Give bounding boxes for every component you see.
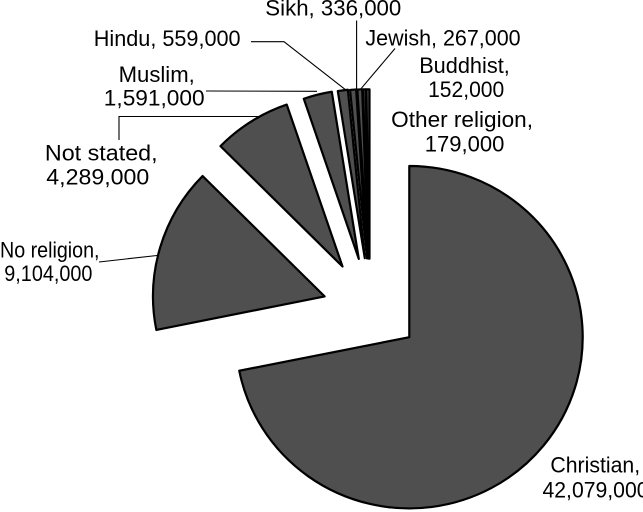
svg-text:Not stated,: Not stated, (45, 140, 158, 165)
svg-text:4,289,000: 4,289,000 (46, 164, 149, 189)
svg-text:179,000: 179,000 (425, 131, 505, 156)
svg-text:152,000: 152,000 (428, 77, 504, 102)
svg-text:Jewish, 267,000: Jewish, 267,000 (365, 25, 520, 50)
svg-text:No religion,: No religion, (0, 238, 100, 263)
svg-text:Other religion,: Other religion, (391, 107, 533, 132)
svg-text:1,591,000: 1,591,000 (104, 85, 205, 110)
svg-text:Sikh, 336,000: Sikh, 336,000 (265, 0, 401, 21)
svg-text:42,079,000: 42,079,000 (543, 478, 643, 503)
svg-text:Muslim,: Muslim, (119, 62, 195, 87)
svg-text:Buddhist,: Buddhist, (419, 53, 510, 78)
svg-text:Christian,: Christian, (550, 452, 640, 477)
svg-text:Hindu, 559,000: Hindu, 559,000 (94, 26, 241, 51)
svg-text:9,104,000: 9,104,000 (4, 261, 92, 286)
